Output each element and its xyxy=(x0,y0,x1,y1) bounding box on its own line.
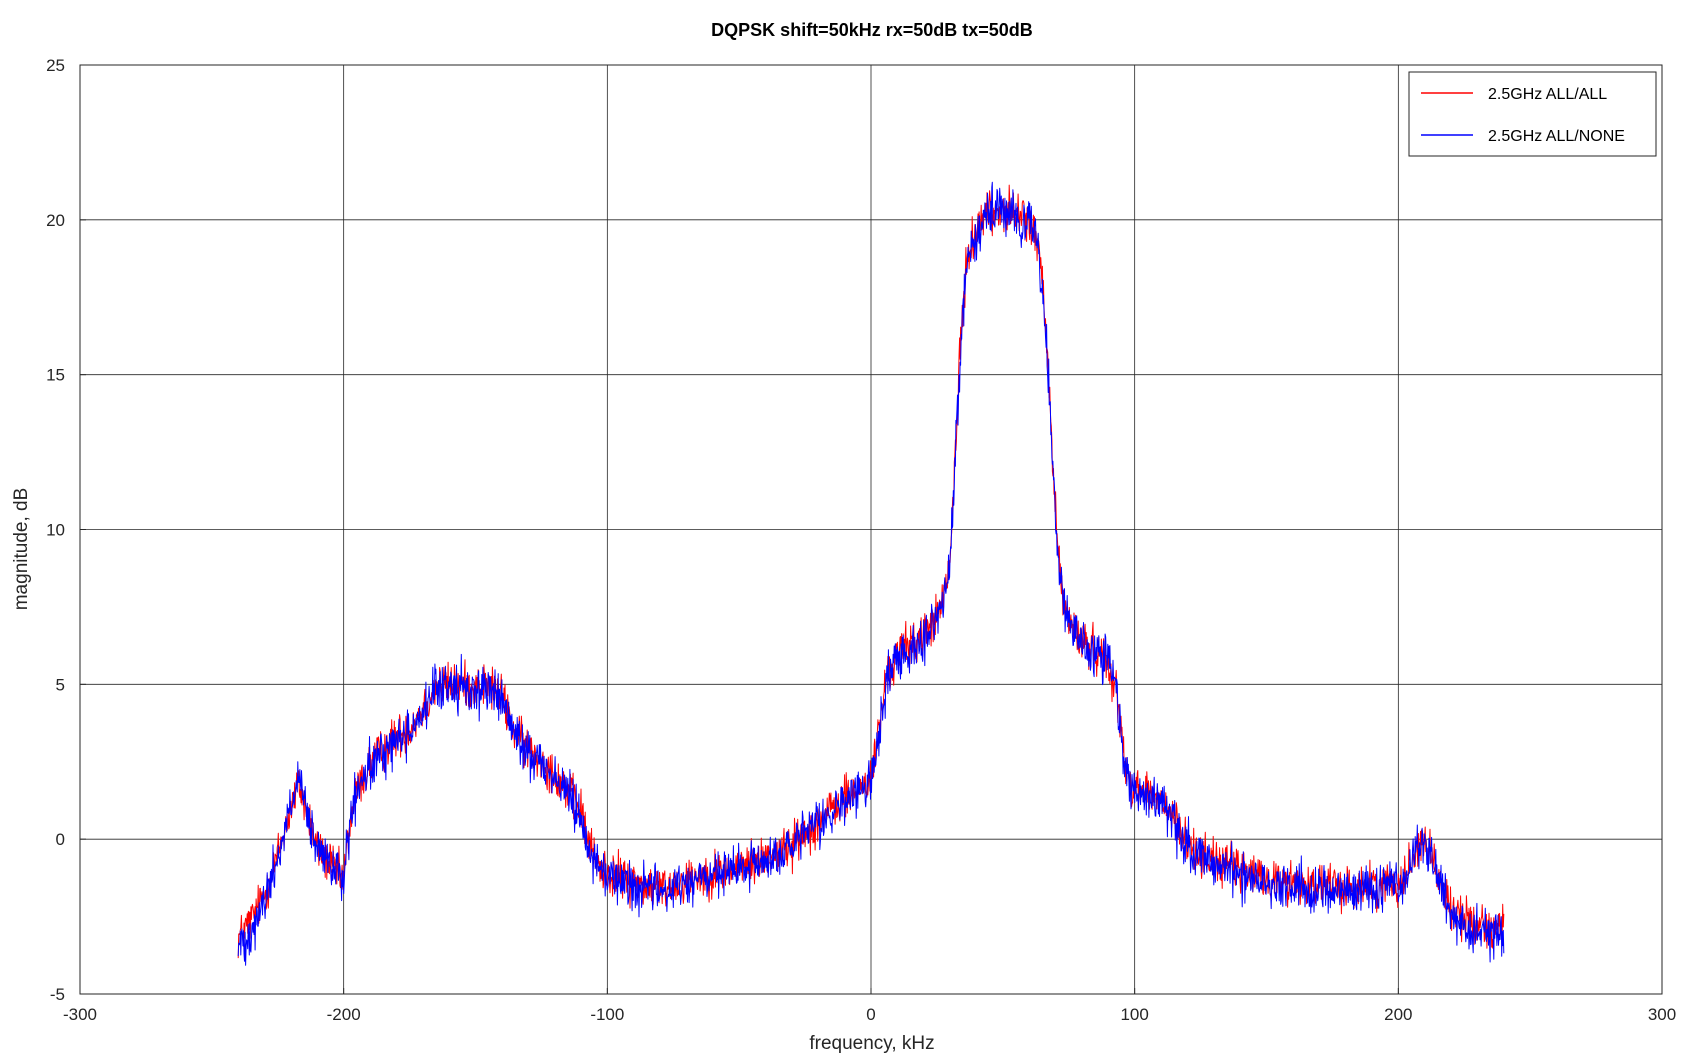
x-axis-label: frequency, kHz xyxy=(809,1033,934,1054)
y-tick-label: 15 xyxy=(46,366,65,385)
y-tick-label: 25 xyxy=(46,56,65,75)
x-tick-label: 300 xyxy=(1648,1005,1676,1024)
y-axis-label: magnitude, dB xyxy=(11,488,32,611)
x-tick-label: -300 xyxy=(63,1005,97,1024)
legend: 2.5GHz ALL/ALL 2.5GHz ALL/NONE xyxy=(1408,71,1657,157)
chart-title: DQPSK shift=50kHz rx=50dB tx=50dB xyxy=(711,20,1033,40)
x-tick-label: 200 xyxy=(1384,1005,1412,1024)
y-tick-label: 0 xyxy=(56,830,65,849)
series-line-1 xyxy=(237,181,1505,966)
y-tick-label: -5 xyxy=(50,985,65,1004)
y-tick-label: 5 xyxy=(56,675,65,694)
x-axis-ticks: -300 -200 -100 0 100 200 300 xyxy=(63,988,1676,1024)
legend-label-all-all: 2.5GHz ALL/ALL xyxy=(1488,86,1607,103)
x-tick-label: -100 xyxy=(590,1005,624,1024)
legend-box xyxy=(1408,71,1657,157)
legend-label-all-none: 2.5GHz ALL/NONE xyxy=(1488,128,1625,145)
x-tick-label: 0 xyxy=(866,1005,875,1024)
series-layer xyxy=(237,181,1505,966)
y-axis-ticks: -5 0 5 10 15 20 25 xyxy=(46,56,86,1004)
y-tick-label: 20 xyxy=(46,211,65,230)
y-tick-label: 10 xyxy=(46,521,65,540)
x-tick-label: -200 xyxy=(327,1005,361,1024)
grid-lines xyxy=(80,65,1662,994)
x-tick-label: 100 xyxy=(1120,1005,1148,1024)
